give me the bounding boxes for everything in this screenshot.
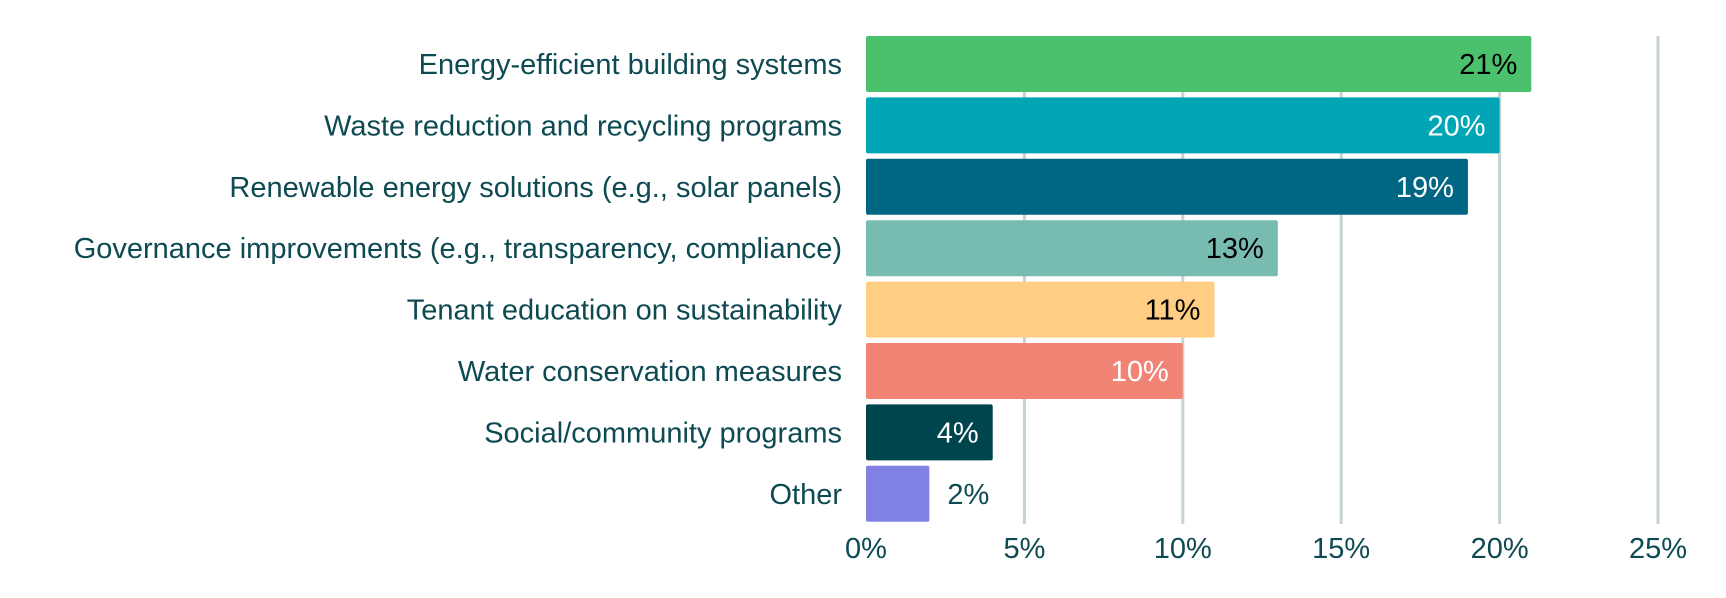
bar-7 [866, 404, 993, 461]
bar-6 [866, 343, 1183, 399]
category-label-1: Energy-efficient building systems [419, 49, 842, 81]
bar-8 [866, 465, 930, 522]
x-tick-label-0: 0% [845, 533, 887, 565]
category-labels: Energy-efficient building systems Waste r… [74, 49, 843, 511]
value-label-3: 19% [1396, 172, 1454, 204]
value-label-6: 10% [1111, 356, 1169, 388]
category-label-3: Renewable energy solutions (e.g., solar … [229, 172, 842, 204]
value-label-1: 21% [1459, 49, 1517, 81]
bar-1 [866, 36, 1532, 92]
category-label-2: Waste reduction and recycling programs [324, 110, 842, 142]
category-label-8: Other [769, 479, 842, 511]
category-label-5: Tenant education on sustainability [407, 295, 843, 327]
bar-2 [866, 97, 1500, 154]
value-label-4: 13% [1206, 233, 1264, 265]
x-axis-tick-labels: 0% 5% 10% 15% 20% 25% [845, 533, 1687, 565]
category-label-4: Governance improvements (e.g., transpare… [74, 233, 842, 265]
category-label-6: Water conservation measures [458, 356, 842, 388]
bars [866, 36, 1532, 522]
x-tick-label-10: 10% [1154, 533, 1212, 565]
value-label-5: 11% [1145, 295, 1201, 327]
value-labels: 21% 20% 19% 13%11% 10% 4% 2% [937, 49, 1517, 511]
x-tick-label-20: 20% [1471, 533, 1529, 565]
x-tick-label-5: 5% [1003, 533, 1045, 565]
value-label-2: 20% [1428, 110, 1486, 142]
value-label-7: 4% [937, 417, 979, 449]
value-label-8: 2% [947, 479, 989, 511]
bar-5 [866, 281, 1215, 338]
bar-3 [866, 158, 1468, 215]
x-tick-label-25: 25% [1629, 533, 1687, 565]
x-tick-label-15: 15% [1312, 533, 1370, 565]
category-label-7: Social/community programs [484, 417, 842, 449]
bar-4 [866, 220, 1278, 277]
